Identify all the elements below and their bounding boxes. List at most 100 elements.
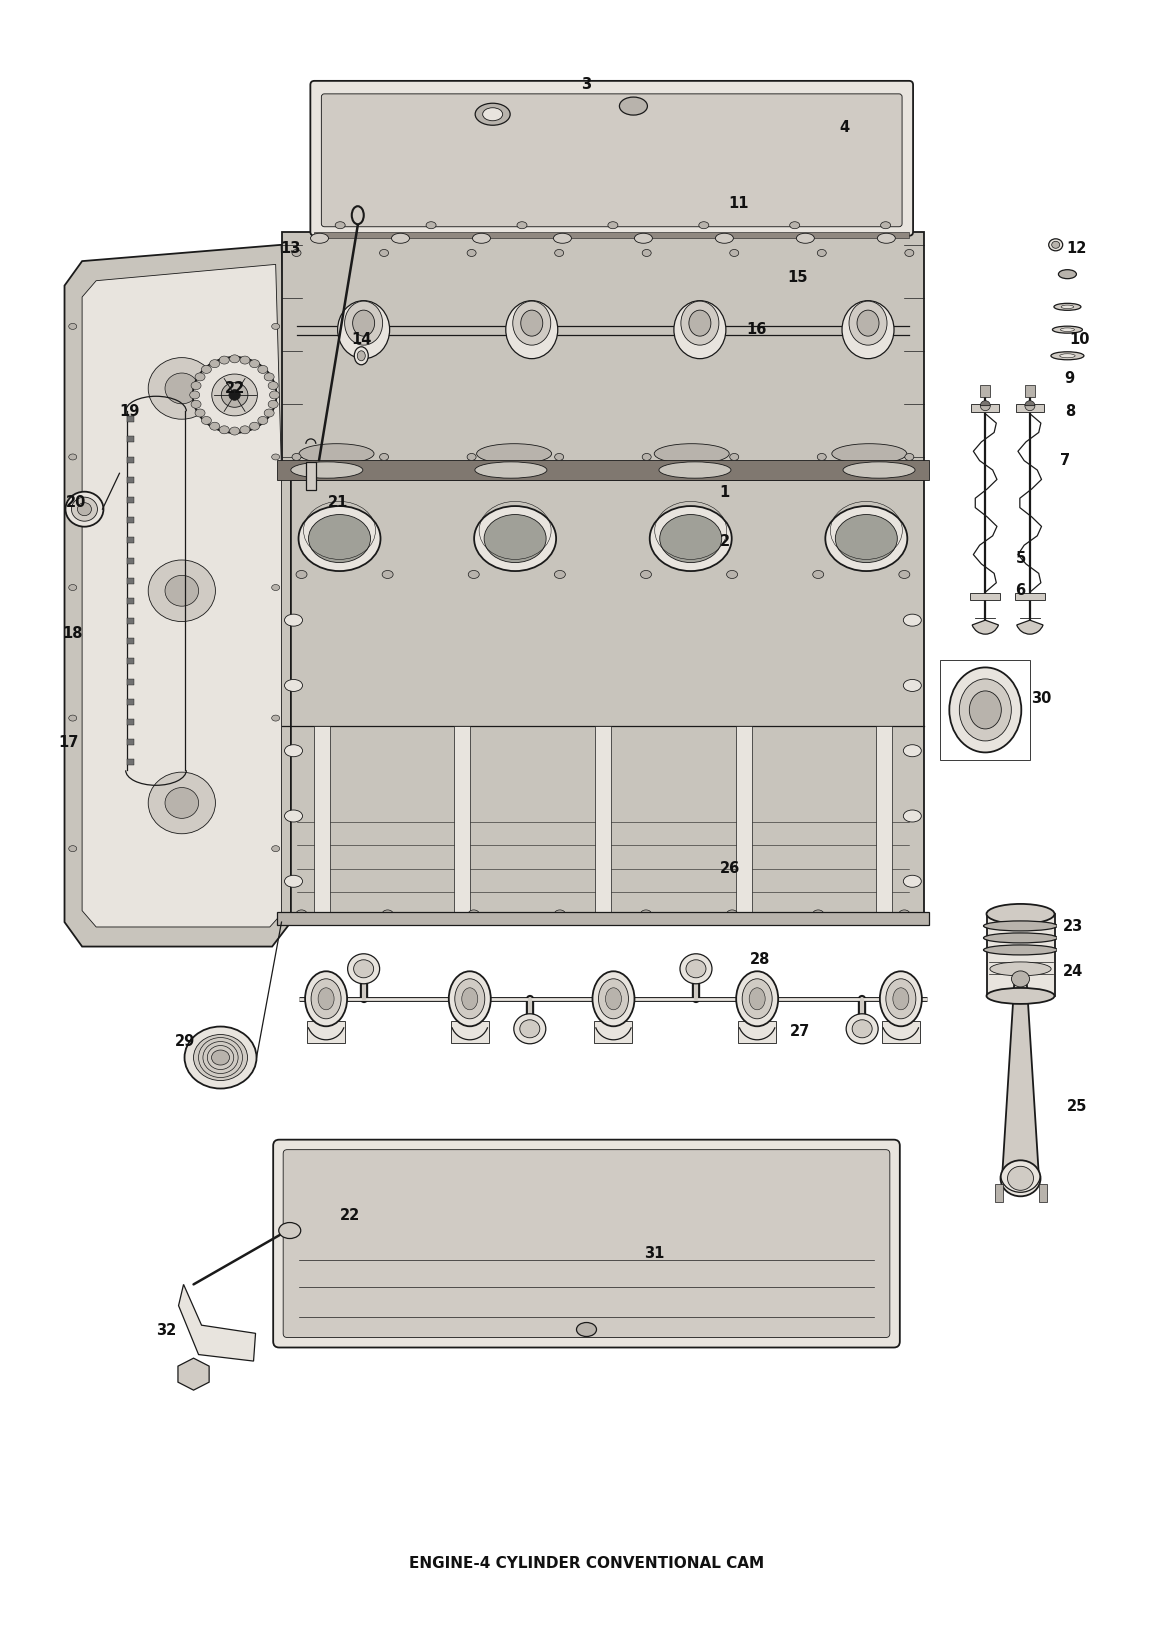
Ellipse shape (270, 392, 279, 398)
Ellipse shape (285, 744, 303, 757)
Ellipse shape (69, 715, 76, 721)
Bar (735, 726, 752, 922)
Bar (127, 739, 134, 746)
Ellipse shape (818, 250, 826, 256)
Ellipse shape (195, 410, 205, 418)
Ellipse shape (148, 357, 216, 419)
Ellipse shape (849, 302, 887, 344)
Ellipse shape (202, 416, 211, 424)
Ellipse shape (335, 222, 345, 228)
Ellipse shape (311, 233, 328, 243)
Ellipse shape (482, 108, 503, 121)
Ellipse shape (467, 454, 476, 460)
Ellipse shape (353, 310, 374, 336)
Ellipse shape (299, 444, 374, 463)
Ellipse shape (716, 233, 733, 243)
Ellipse shape (1062, 305, 1073, 308)
Ellipse shape (475, 103, 510, 126)
Ellipse shape (250, 423, 259, 431)
Ellipse shape (191, 382, 201, 390)
Ellipse shape (285, 614, 303, 627)
Ellipse shape (555, 250, 564, 256)
FancyBboxPatch shape (283, 1149, 890, 1338)
Ellipse shape (642, 454, 651, 460)
Ellipse shape (818, 454, 826, 460)
Ellipse shape (514, 1013, 545, 1044)
Ellipse shape (1060, 328, 1074, 331)
Ellipse shape (598, 979, 629, 1018)
Ellipse shape (1058, 269, 1077, 279)
Polygon shape (65, 245, 291, 947)
Ellipse shape (272, 845, 279, 852)
Bar (127, 416, 134, 423)
Ellipse shape (699, 222, 708, 228)
Ellipse shape (148, 772, 216, 834)
Ellipse shape (1051, 353, 1084, 359)
Text: 9: 9 (1065, 370, 1074, 387)
Bar (127, 457, 134, 462)
Ellipse shape (165, 576, 198, 605)
Ellipse shape (680, 953, 712, 984)
Bar (595, 1020, 632, 1043)
Ellipse shape (813, 911, 823, 917)
Bar (282, 232, 924, 473)
Ellipse shape (903, 809, 921, 823)
Bar (1015, 592, 1045, 601)
Bar (127, 517, 134, 524)
Bar (1038, 1185, 1046, 1203)
Ellipse shape (212, 374, 257, 416)
FancyBboxPatch shape (273, 1139, 900, 1348)
Bar (306, 462, 316, 490)
Ellipse shape (165, 374, 198, 403)
Text: 2: 2 (720, 534, 730, 550)
Ellipse shape (886, 979, 916, 1018)
Ellipse shape (272, 454, 279, 460)
Ellipse shape (292, 250, 301, 256)
Wedge shape (1025, 406, 1035, 411)
Ellipse shape (318, 987, 334, 1010)
Ellipse shape (846, 1013, 879, 1044)
Ellipse shape (650, 506, 732, 571)
Ellipse shape (296, 911, 307, 917)
Ellipse shape (619, 96, 647, 116)
Bar (127, 720, 134, 725)
Text: 6: 6 (1016, 583, 1025, 599)
Ellipse shape (852, 1020, 873, 1038)
Ellipse shape (190, 392, 199, 398)
Ellipse shape (380, 454, 388, 460)
Ellipse shape (949, 667, 1022, 752)
Ellipse shape (826, 506, 908, 571)
Bar (981, 385, 990, 397)
Ellipse shape (347, 953, 380, 984)
Ellipse shape (69, 584, 76, 591)
Ellipse shape (308, 514, 371, 563)
Text: 27: 27 (789, 1023, 811, 1040)
Bar (314, 232, 909, 238)
Ellipse shape (382, 911, 393, 917)
Bar (941, 659, 1030, 761)
Bar (450, 1020, 489, 1043)
Ellipse shape (258, 416, 267, 424)
Polygon shape (178, 1358, 209, 1390)
Ellipse shape (426, 222, 436, 228)
Ellipse shape (191, 400, 201, 408)
Text: 29: 29 (175, 1033, 196, 1049)
Ellipse shape (195, 372, 205, 380)
Wedge shape (981, 406, 990, 411)
Bar (127, 619, 134, 623)
Ellipse shape (1052, 326, 1083, 333)
Ellipse shape (264, 372, 274, 380)
Text: 14: 14 (351, 331, 372, 348)
Ellipse shape (338, 300, 389, 359)
Text: 4: 4 (840, 119, 849, 135)
Ellipse shape (969, 690, 1002, 730)
Ellipse shape (219, 426, 229, 434)
Ellipse shape (1011, 971, 1030, 987)
Ellipse shape (279, 1222, 300, 1239)
Ellipse shape (517, 222, 527, 228)
Ellipse shape (857, 310, 879, 336)
Wedge shape (1025, 401, 1035, 406)
Ellipse shape (382, 571, 393, 578)
Ellipse shape (986, 987, 1055, 1004)
Ellipse shape (476, 444, 551, 463)
